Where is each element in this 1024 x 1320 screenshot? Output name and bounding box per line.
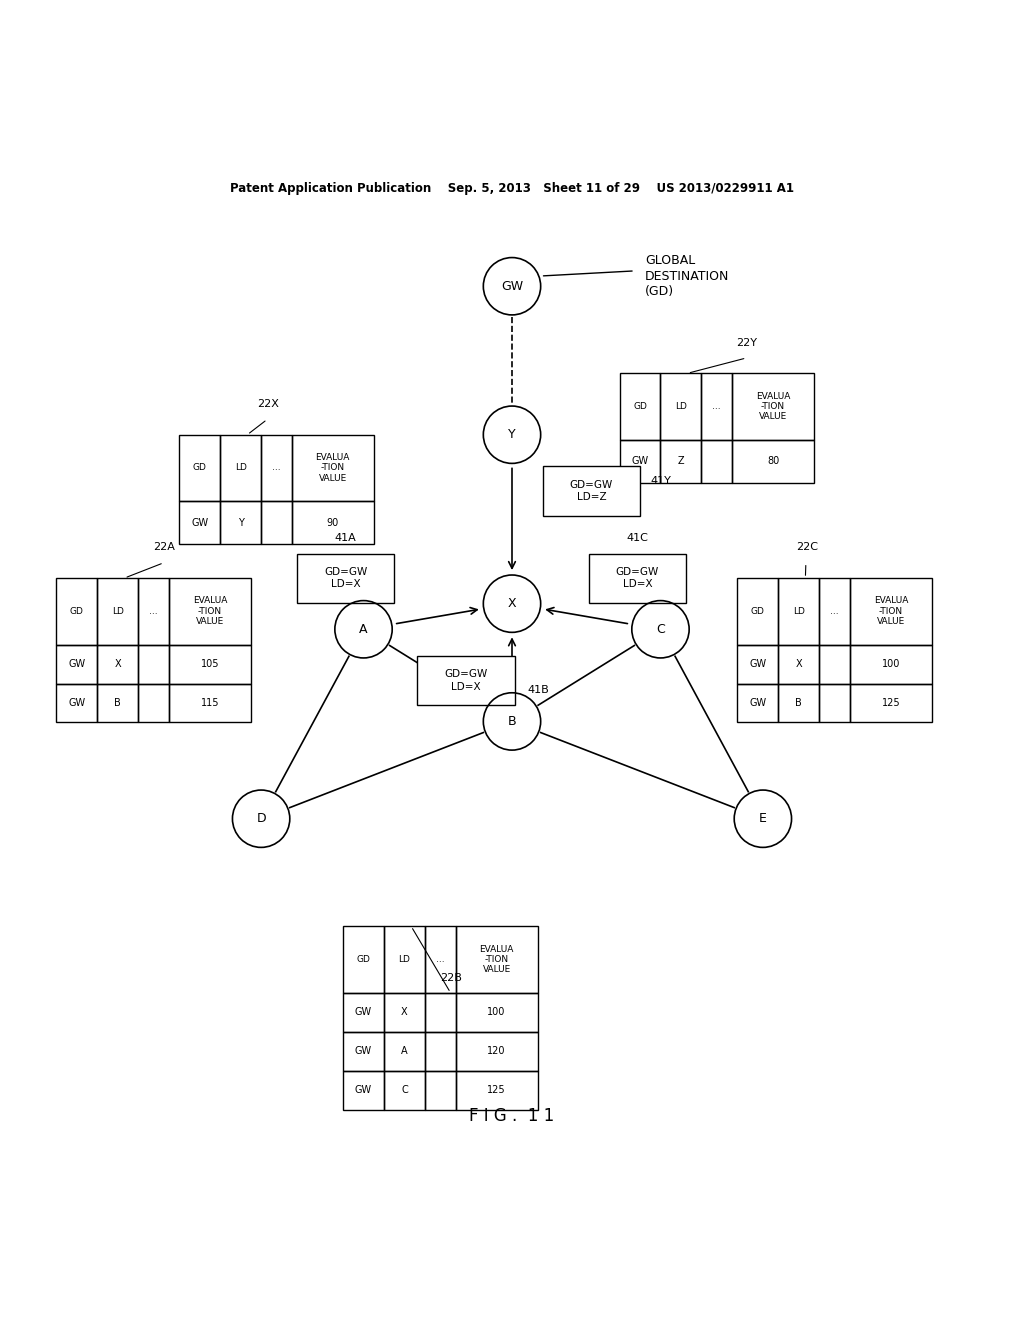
Text: GD: GD: [751, 607, 765, 616]
Text: GW: GW: [355, 1085, 372, 1096]
Text: GD: GD: [356, 956, 371, 964]
Text: EVALUA
-TION
VALUE: EVALUA -TION VALUE: [756, 392, 791, 421]
Text: GD=GW
LD=X: GD=GW LD=X: [444, 669, 487, 692]
Text: C: C: [656, 623, 665, 636]
Text: GD=GW
LD=X: GD=GW LD=X: [615, 566, 659, 589]
Text: ...: ...: [713, 403, 721, 411]
Text: 22B: 22B: [440, 973, 462, 982]
Text: GD: GD: [193, 463, 207, 473]
Text: GLOBAL
DESTINATION
(GD): GLOBAL DESTINATION (GD): [645, 255, 729, 297]
Text: ...: ...: [150, 607, 158, 616]
Text: 125: 125: [487, 1085, 506, 1096]
Text: GW: GW: [750, 659, 766, 669]
Text: D: D: [256, 812, 266, 825]
Text: Patent Application Publication    Sep. 5, 2013   Sheet 11 of 29    US 2013/02299: Patent Application Publication Sep. 5, 2…: [230, 182, 794, 195]
Text: 22A: 22A: [154, 543, 175, 553]
Text: GW: GW: [69, 659, 85, 669]
Text: GD: GD: [70, 607, 84, 616]
Text: LD: LD: [675, 403, 687, 411]
Text: A: A: [401, 1047, 408, 1056]
Text: 41C: 41C: [626, 533, 648, 544]
Text: GW: GW: [69, 698, 85, 708]
Text: Z: Z: [678, 457, 684, 466]
Text: E: E: [759, 812, 767, 825]
Text: GD=GW
LD=X: GD=GW LD=X: [324, 566, 368, 589]
Text: EVALUA
-TION
VALUE: EVALUA -TION VALUE: [193, 597, 227, 626]
Text: X: X: [796, 659, 802, 669]
Text: GW: GW: [355, 1047, 372, 1056]
Text: LD: LD: [398, 956, 411, 964]
Text: A: A: [359, 623, 368, 636]
Text: GW: GW: [191, 517, 208, 528]
Text: X: X: [115, 659, 121, 669]
Text: EVALUA
-TION
VALUE: EVALUA -TION VALUE: [873, 597, 908, 626]
FancyBboxPatch shape: [297, 553, 394, 603]
FancyBboxPatch shape: [589, 553, 686, 603]
Text: ...: ...: [436, 956, 444, 964]
Text: ...: ...: [272, 463, 281, 473]
Text: GW: GW: [355, 1007, 372, 1018]
Text: GW: GW: [501, 280, 523, 293]
Text: F I G .  1 1: F I G . 1 1: [469, 1106, 555, 1125]
Text: B: B: [796, 698, 802, 708]
Text: LD: LD: [234, 463, 247, 473]
Text: GW: GW: [750, 698, 766, 708]
Text: GD: GD: [633, 403, 647, 411]
Text: 22C: 22C: [796, 543, 817, 553]
Text: Y: Y: [238, 517, 244, 528]
Text: 100: 100: [487, 1007, 506, 1018]
Text: 120: 120: [487, 1047, 506, 1056]
Text: 105: 105: [201, 659, 219, 669]
Text: 41B: 41B: [527, 685, 549, 694]
Text: GD=GW
LD=Z: GD=GW LD=Z: [569, 480, 613, 502]
Text: 41A: 41A: [334, 533, 356, 544]
Text: 125: 125: [882, 698, 900, 708]
Text: 22Y: 22Y: [736, 338, 758, 347]
Text: 115: 115: [201, 698, 219, 708]
Text: C: C: [401, 1085, 408, 1096]
FancyBboxPatch shape: [543, 466, 640, 516]
Text: EVALUA
-TION
VALUE: EVALUA -TION VALUE: [479, 945, 514, 974]
Text: LD: LD: [793, 607, 805, 616]
Text: 90: 90: [327, 517, 339, 528]
Text: X: X: [401, 1007, 408, 1018]
FancyBboxPatch shape: [418, 656, 515, 705]
Text: B: B: [115, 698, 121, 708]
Text: ...: ...: [830, 607, 839, 616]
Text: X: X: [508, 597, 516, 610]
Text: 41Y: 41Y: [650, 475, 671, 486]
Text: 22X: 22X: [257, 399, 279, 409]
Text: 80: 80: [767, 457, 779, 466]
Text: GW: GW: [632, 457, 648, 466]
Text: EVALUA
-TION
VALUE: EVALUA -TION VALUE: [315, 453, 350, 483]
Text: Y: Y: [508, 428, 516, 441]
Text: LD: LD: [112, 607, 124, 616]
Text: B: B: [508, 715, 516, 727]
Text: 100: 100: [882, 659, 900, 669]
